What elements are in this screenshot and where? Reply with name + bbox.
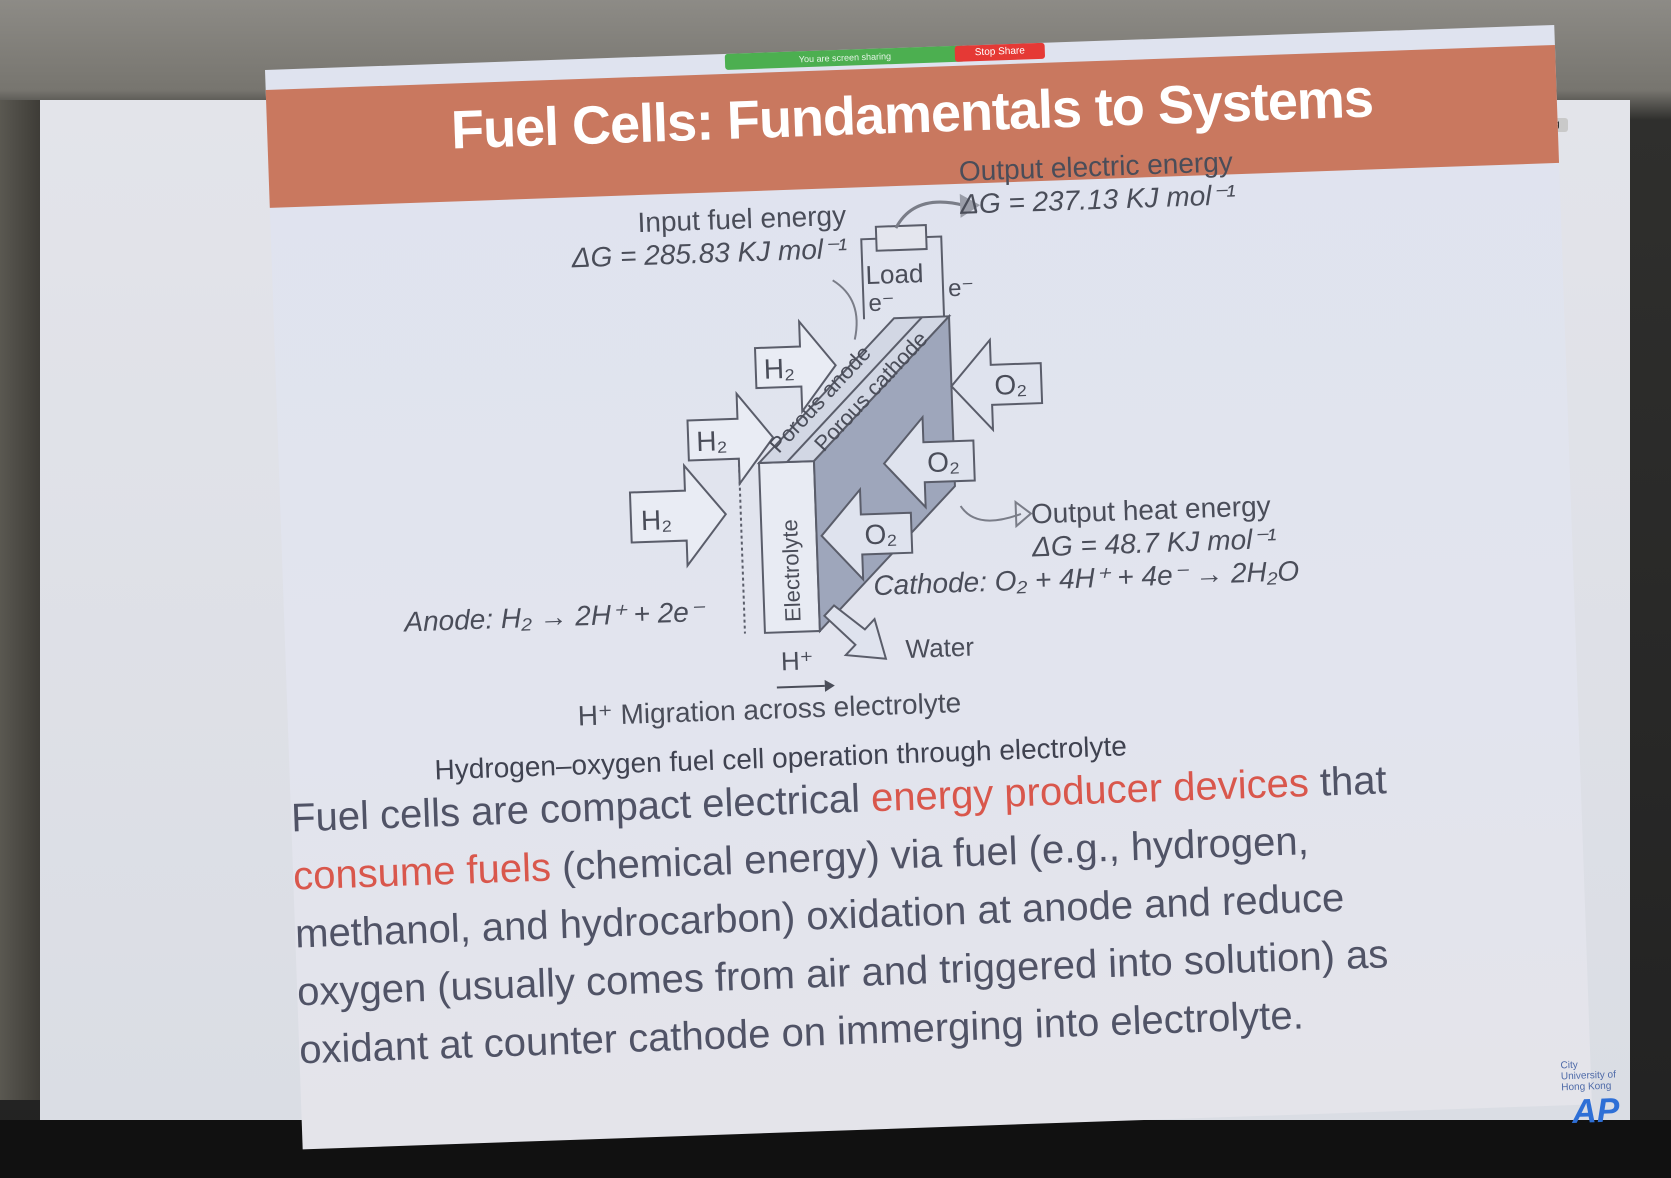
h-plus-arrow — [776, 679, 835, 692]
university-logo: City University of Hong Kong AP — [1560, 1059, 1621, 1132]
slide: You are screen sharing Stop Share Fuel C… — [265, 24, 1620, 1150]
h2-arrow: H₂ — [753, 318, 837, 415]
svg-text:O₂: O₂ — [927, 446, 961, 478]
water-label: Water — [905, 632, 975, 664]
load-label: Load — [865, 258, 924, 290]
electron-left: e⁻ — [868, 289, 895, 317]
h-plus-label: H⁺ — [780, 645, 814, 676]
svg-text:H₂: H₂ — [640, 504, 672, 536]
svg-text:O₂: O₂ — [994, 369, 1028, 401]
highlight-consume-fuels: consume fuels — [292, 845, 552, 899]
svg-text:O₂: O₂ — [864, 518, 898, 550]
room-left-edge — [0, 100, 40, 1100]
input-energy-arrow — [832, 279, 858, 340]
fuel-cell-diagram: Load e⁻ e⁻ H₂ H₂ H₂ O₂ O₂ O₂ Por — [628, 193, 1044, 692]
svg-text:H₂: H₂ — [763, 353, 795, 385]
o2-arrow: O₂ — [950, 337, 1044, 433]
electrolyte-label: Electrolyte — [777, 519, 806, 623]
h2-arrow: H₂ — [628, 462, 728, 569]
body-paragraph: Fuel cells are compact electrical energy… — [290, 758, 1389, 1073]
output-electric-label: Output electric energy ΔG = 237.13 KJ mo… — [958, 146, 1237, 220]
water-arrow — [822, 604, 888, 660]
o2-arrow: O₂ — [820, 486, 914, 583]
output-electric-arrow — [894, 193, 981, 229]
h2-arrow: H₂ — [686, 390, 775, 487]
highlight-energy-producer: energy producer devices — [870, 761, 1310, 821]
electron-right: e⁻ — [948, 274, 975, 302]
ap-logo: AP — [1571, 1091, 1621, 1132]
input-energy-label: Input fuel energy ΔG = 285.83 KJ mol⁻¹ — [571, 199, 848, 274]
heat-arrow — [959, 500, 1033, 529]
stop-share-button[interactable]: Stop Share — [954, 42, 1046, 62]
output-heat-label: Output heat energy ΔG = 48.7 KJ mol⁻¹ — [1030, 490, 1277, 563]
external-circuit — [860, 223, 946, 320]
svg-text:H₂: H₂ — [696, 425, 728, 457]
o2-arrow: O₂ — [882, 414, 976, 510]
